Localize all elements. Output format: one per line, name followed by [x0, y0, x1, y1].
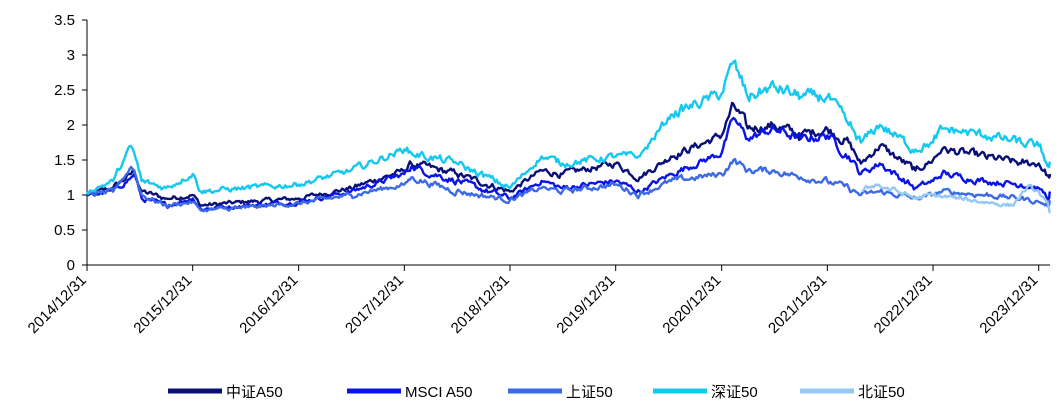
- y-tick-label: 1.5: [54, 152, 75, 169]
- x-axis: 2014/12/31 2015/12/31 2016/12/31 2017/12/31…: [25, 264, 1050, 337]
- series-line-0: [87, 101, 1052, 207]
- x-tick-label: 2014/12/31: [25, 272, 90, 337]
- x-tick-label: 2018/12/31: [448, 272, 513, 337]
- x-tick-label: 2015/12/31: [130, 272, 195, 337]
- y-tick-label: 2: [67, 117, 75, 134]
- y-axis: 0 0.5 1 1.5 2 2.5 3 3.5: [54, 12, 88, 274]
- x-tick-label: 2023/12/31: [976, 272, 1041, 337]
- series-line-2: [86, 157, 1052, 213]
- x-tick-label: 2019/12/31: [553, 272, 618, 337]
- y-tick-group: 0 0.5 1 1.5 2 2.5 3 3.5: [54, 12, 87, 274]
- x-tick-label: 2016/12/31: [236, 272, 301, 337]
- legend-label-2: 上证50: [566, 384, 613, 401]
- legend-label-1: MSCI A50: [405, 384, 473, 401]
- y-tick-label: 0.5: [54, 222, 75, 239]
- y-tick-label: 2.5: [54, 82, 75, 99]
- series-line-3: [85, 59, 1052, 195]
- x-tick-group: 2014/12/31 2015/12/31 2016/12/31 2017/12/31…: [25, 265, 1042, 337]
- legend-label-4: 北证50: [858, 384, 905, 401]
- y-tick-label: 3.5: [54, 12, 75, 29]
- y-tick-label: 0: [67, 257, 75, 274]
- legend: 中证A50 MSCI A50 上证50 深证50 北证50: [168, 384, 905, 401]
- x-tick-label: 2020/12/31: [659, 272, 724, 337]
- x-tick-label: 2022/12/31: [871, 272, 936, 337]
- series-line-4: [861, 183, 1051, 214]
- series-group: [85, 59, 1052, 214]
- x-tick-label: 2017/12/31: [342, 272, 407, 337]
- y-tick-label: 1: [67, 187, 75, 204]
- y-tick-label: 3: [67, 47, 75, 64]
- x-tick-label: 2021/12/31: [765, 272, 830, 337]
- legend-label-3: 深证50: [711, 384, 758, 401]
- legend-label-0: 中证A50: [226, 384, 283, 401]
